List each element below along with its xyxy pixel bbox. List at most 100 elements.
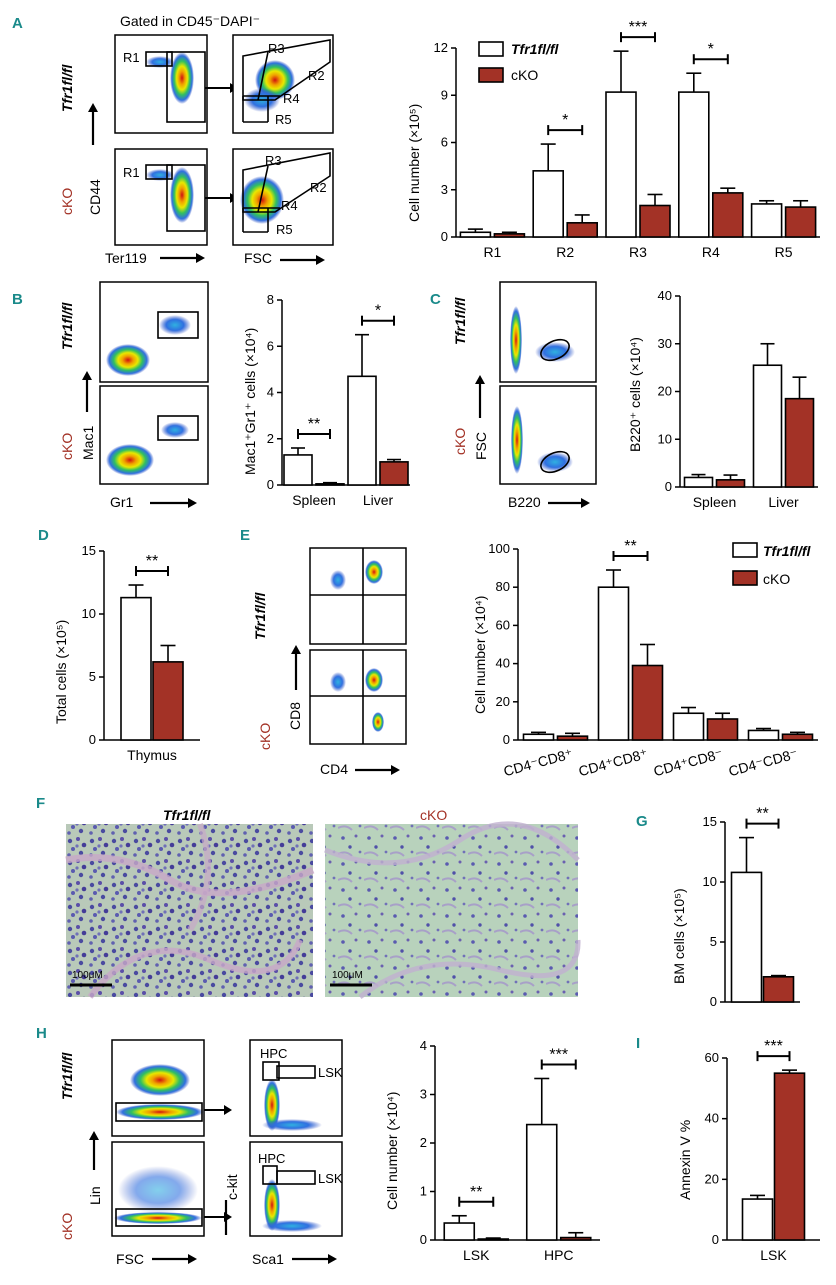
- bar-wt: [532, 170, 565, 238]
- x-tick-label: LSK: [760, 1247, 787, 1263]
- flow-plot-a-wt-right: R3 R2 R4 R5: [232, 34, 334, 134]
- x-axis-ter119: Ter119: [105, 250, 147, 266]
- bar-cko: [784, 397, 815, 488]
- row-label-wt-b: Tfr1fl/fl: [59, 301, 75, 350]
- y-tick-label: 15: [82, 543, 96, 558]
- panel-label-d: D: [38, 527, 49, 544]
- sig-label: **: [146, 553, 158, 570]
- panel-label-e: E: [240, 527, 250, 544]
- bar-wt: [741, 1198, 774, 1241]
- chart-h: 0 1 2 3 4 ** LSK *** HPC: [420, 1038, 600, 1263]
- x-tick-label: Liver: [768, 494, 799, 510]
- x-tick-label: HPC: [544, 1247, 574, 1263]
- y-tick-label: 8: [267, 292, 274, 307]
- y-tick-label: 10: [82, 606, 96, 621]
- gate-r4-label: R4: [283, 91, 300, 106]
- gate-hpc-label: HPC: [260, 1046, 287, 1061]
- flow-plot-h-cko-right: HPC LSK: [249, 1141, 343, 1237]
- y-tick-label: 0: [503, 732, 510, 747]
- gate-r5-label: R5: [275, 112, 292, 127]
- bar-cko: [556, 735, 589, 741]
- y-tick-label: 12: [434, 40, 448, 55]
- y-tick-label: 4: [420, 1038, 427, 1053]
- flow-plot-b-wt: [99, 281, 209, 383]
- row-label-wt-a: Tfr1fl/fl: [59, 63, 75, 112]
- bar-wt: [525, 1123, 558, 1241]
- gate-lsk-label: LSK: [318, 1065, 343, 1080]
- flow-plot-a-wt-left: R1: [114, 34, 208, 134]
- y-tick-label: 6: [267, 338, 274, 353]
- bar-cko: [315, 483, 345, 486]
- y-tick-label: 40: [705, 1111, 719, 1126]
- panel-label-f: F: [36, 795, 45, 812]
- bar-wt: [120, 596, 152, 741]
- y-tick-label: 0: [420, 1232, 427, 1247]
- bar-wt: [522, 733, 555, 741]
- panel-label-i: I: [636, 1035, 640, 1052]
- y-tick-label: 20: [496, 694, 510, 709]
- x-tick-label: Liver: [363, 492, 394, 508]
- chart-b-ylabel: Mac1⁺Gr1⁺ cells (×10⁴): [242, 328, 258, 475]
- legend-a-wt: Tfr1fl/fl: [511, 41, 560, 57]
- bar-wt: [677, 91, 710, 238]
- row-label-wt-c: Tfr1fl/fl: [452, 296, 468, 345]
- bar-cko: [781, 733, 814, 741]
- bar-wt: [752, 364, 783, 488]
- y-tick-label: 80: [496, 579, 510, 594]
- x-axis-b220: B220: [508, 494, 541, 510]
- x-tick-label: LSK: [463, 1247, 490, 1263]
- legend-a-cko: cKO: [511, 67, 538, 83]
- y-tick-label: 3: [441, 182, 448, 197]
- gate-r3-label-cko: R3: [265, 153, 282, 168]
- row-label-cko-a: cKO: [59, 188, 75, 215]
- panel-label-a: A: [12, 15, 23, 32]
- panel-label-g: G: [636, 813, 648, 830]
- x-tick-label: Spleen: [693, 494, 737, 510]
- sig-label: **: [624, 538, 636, 555]
- y-tick-label: 40: [658, 288, 672, 303]
- y-tick-label: 60: [705, 1050, 719, 1065]
- chart-h-ylabel: Cell number (×10⁴): [384, 1092, 400, 1210]
- y-tick-label: 20: [705, 1171, 719, 1186]
- y-tick-label: 9: [441, 87, 448, 102]
- bar-cko: [493, 233, 526, 238]
- chart-a: 0 3 6 9 12 R1 * R2 *** R3 * R4 R5: [434, 19, 820, 260]
- chart-b: 0 2 4 6 8 ** Spleen * Liver: [267, 292, 410, 508]
- gate-r2-label: R2: [308, 68, 325, 83]
- y-tick-label: 40: [496, 656, 510, 671]
- x-tick-label: R2: [556, 244, 574, 260]
- bar-wt: [672, 712, 705, 741]
- row-label-wt-e: Tfr1fl/fl: [252, 591, 268, 640]
- bar-wt: [750, 203, 783, 238]
- gate-r1-label: R1: [123, 50, 140, 65]
- sig-label: **: [470, 1184, 482, 1201]
- y-tick-label: 6: [441, 135, 448, 150]
- bar-cko: [773, 1072, 806, 1241]
- x-axis-gr1: Gr1: [110, 494, 134, 510]
- chart-c: 0 10 20 30 40 Spleen Liver: [658, 288, 818, 510]
- chart-g-ylabel: BM cells (×10⁵): [671, 888, 687, 984]
- y-tick-label: 0: [710, 994, 717, 1009]
- x-tick-label: R3: [629, 244, 647, 260]
- bar-cko: [711, 192, 744, 238]
- histology-title-cko: cKO: [420, 807, 447, 823]
- bar-cko: [566, 222, 599, 238]
- flow-plot-h-wt-right: HPC LSK: [249, 1039, 343, 1137]
- legend-e-wt: Tfr1fl/fl: [763, 543, 812, 559]
- y-tick-label: 1: [420, 1184, 427, 1199]
- sig-label: ***: [764, 1038, 783, 1055]
- y-tick-label: 10: [703, 874, 717, 889]
- y-tick-label: 20: [658, 384, 672, 399]
- y-tick-label: 0: [89, 732, 96, 747]
- sig-label: **: [756, 806, 768, 823]
- x-tick-label: R4: [702, 244, 720, 260]
- bar-cko: [379, 461, 409, 486]
- legend-e: Tfr1fl/fl cKO: [732, 542, 812, 587]
- flow-plot-e-cko: [309, 649, 407, 745]
- bar-cko: [152, 661, 184, 741]
- row-label-cko-b: cKO: [59, 433, 75, 460]
- x-tick-label: R1: [483, 244, 501, 260]
- histology-title-wt: Tfr1fl/fl: [163, 807, 212, 823]
- y-tick-label: 2: [420, 1135, 427, 1150]
